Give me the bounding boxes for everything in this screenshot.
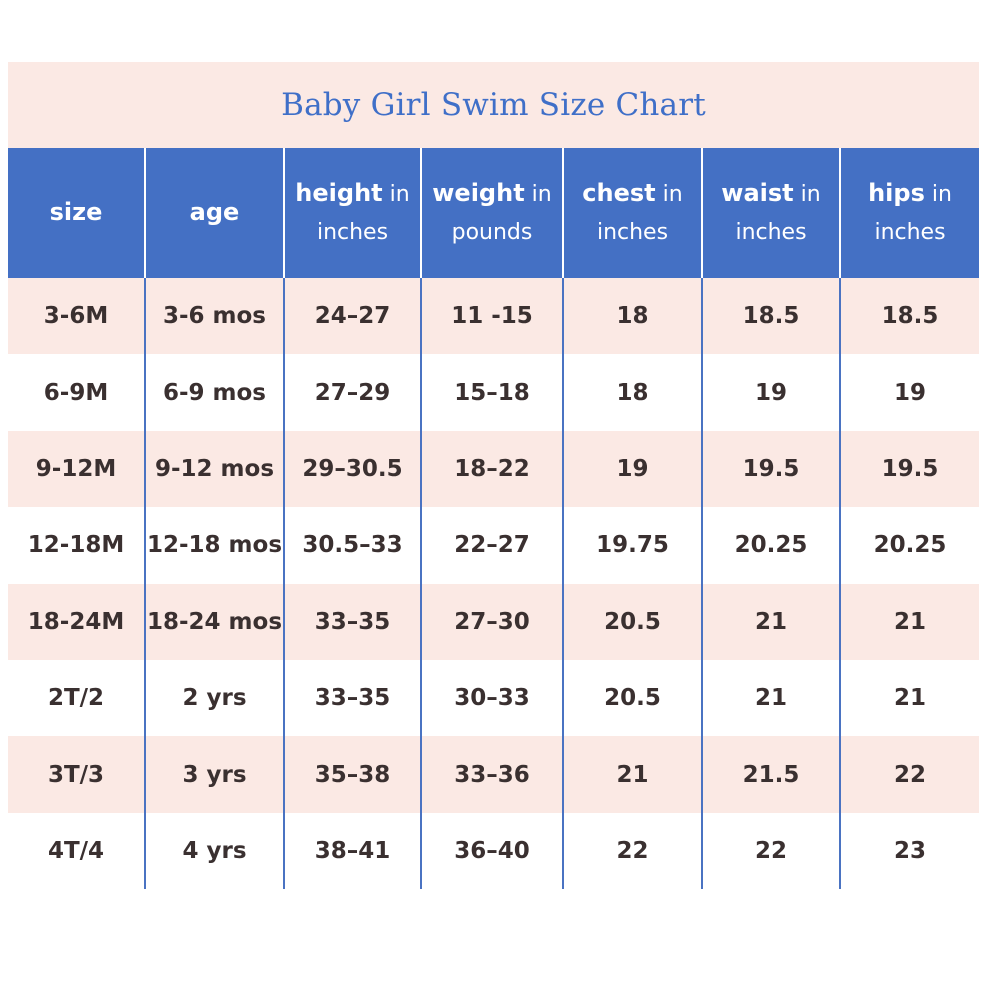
cell-weight: 15–18 <box>420 354 563 431</box>
cell-waist: 18.5 <box>701 278 840 355</box>
cell-waist: 21 <box>701 583 840 660</box>
size-table: size age height in inches weight in pounds che… <box>8 148 979 889</box>
header-unit: pounds <box>451 220 533 245</box>
header-label: height <box>295 179 383 207</box>
header-unit-prefix: in <box>382 182 410 207</box>
table-row: 2T/2 2 yrs 33–35 30–33 20.5 21 21 <box>8 659 979 737</box>
table-row: 9-12M 9-12 mos 29–30.5 18–22 19 19.5 19.5 <box>8 430 979 508</box>
cell-weight: 11 -15 <box>420 278 563 355</box>
cell-size: 18-24M <box>8 583 145 660</box>
cell-chest: 22 <box>562 812 702 889</box>
cell-age: 3 yrs <box>144 736 284 813</box>
cell-age: 12-18 mos <box>144 507 284 584</box>
cell-hips: 19.5 <box>839 430 979 508</box>
header-unit-prefix: in <box>655 182 683 207</box>
cell-weight: 30–33 <box>420 659 563 737</box>
cell-hips: 21 <box>839 659 979 737</box>
header-unit: inches <box>316 220 389 245</box>
cell-weight: 33–36 <box>420 736 563 813</box>
cell-height: 27–29 <box>283 354 421 431</box>
header-hips: hips in inches <box>839 148 979 278</box>
cell-chest: 20.5 <box>562 583 702 660</box>
cell-size: 3T/3 <box>8 736 145 813</box>
cell-weight: 22–27 <box>420 507 563 584</box>
cell-height: 35–38 <box>283 736 421 813</box>
cell-size: 12-18M <box>8 507 145 584</box>
cell-hips: 19 <box>839 354 979 431</box>
header-label: size <box>49 198 103 226</box>
header-unit: inches <box>596 220 669 245</box>
cell-chest: 18 <box>562 278 702 355</box>
cell-height: 29–30.5 <box>283 430 421 508</box>
header-label: weight <box>432 179 525 207</box>
cell-waist: 19.5 <box>701 430 840 508</box>
header-row: size age height in inches weight in pounds che… <box>8 148 979 278</box>
cell-chest: 20.5 <box>562 659 702 737</box>
cell-chest: 21 <box>562 736 702 813</box>
cell-height: 30.5–33 <box>283 507 421 584</box>
cell-chest: 18 <box>562 354 702 431</box>
cell-height: 33–35 <box>283 659 421 737</box>
cell-age: 9-12 mos <box>144 430 284 508</box>
cell-weight: 18–22 <box>420 430 563 508</box>
header-unit-prefix: in <box>924 182 952 207</box>
cell-age: 18-24 mos <box>144 583 284 660</box>
cell-size: 2T/2 <box>8 659 145 737</box>
table-row: 3-6M 3-6 mos 24–27 11 -15 18 18.5 18.5 <box>8 278 979 355</box>
cell-height: 24–27 <box>283 278 421 355</box>
header-chest: chest in inches <box>562 148 702 278</box>
cell-waist: 21.5 <box>701 736 840 813</box>
header-label: hips <box>868 179 925 207</box>
cell-hips: 21 <box>839 583 979 660</box>
cell-height: 38–41 <box>283 812 421 889</box>
table-row: 6-9M 6-9 mos 27–29 15–18 18 19 19 <box>8 354 979 431</box>
chart-title: Baby Girl Swim Size Chart <box>281 87 706 123</box>
table-body: 3-6M 3-6 mos 24–27 11 -15 18 18.5 18.5 6-9M 6-9 … <box>8 278 979 889</box>
header-unit-prefix: in <box>524 182 552 207</box>
header-unit: inches <box>735 220 807 245</box>
cell-hips: 22 <box>839 736 979 813</box>
cell-chest: 19 <box>562 430 702 508</box>
cell-age: 4 yrs <box>144 812 284 889</box>
cell-chest: 19.75 <box>562 507 702 584</box>
header-height: height in inches <box>283 148 421 278</box>
cell-hips: 20.25 <box>839 507 979 584</box>
header-size: size <box>8 148 145 278</box>
title-bar: Baby Girl Swim Size Chart <box>8 62 979 148</box>
cell-age: 3-6 mos <box>144 278 284 355</box>
header-weight: weight in pounds <box>420 148 563 278</box>
table-row: 18-24M 18-24 mos 33–35 27–30 20.5 21 21 <box>8 583 979 660</box>
table-row: 3T/3 3 yrs 35–38 33–36 21 21.5 22 <box>8 736 979 813</box>
header-label: chest <box>582 179 656 207</box>
cell-size: 9-12M <box>8 430 145 508</box>
cell-weight: 27–30 <box>420 583 563 660</box>
table-row: 4T/4 4 yrs 38–41 36–40 22 22 23 <box>8 812 979 889</box>
cell-height: 33–35 <box>283 583 421 660</box>
cell-size: 6-9M <box>8 354 145 431</box>
cell-waist: 20.25 <box>701 507 840 584</box>
size-chart: Baby Girl Swim Size Chart size age height … <box>8 62 979 889</box>
header-waist: waist in inches <box>701 148 840 278</box>
cell-size: 4T/4 <box>8 812 145 889</box>
cell-waist: 22 <box>701 812 840 889</box>
cell-weight: 36–40 <box>420 812 563 889</box>
table-row: 12-18M 12-18 mos 30.5–33 22–27 19.75 20.25 20.… <box>8 507 979 584</box>
header-unit: inches <box>874 220 946 245</box>
cell-size: 3-6M <box>8 278 145 355</box>
cell-hips: 23 <box>839 812 979 889</box>
header-unit-prefix: in <box>793 182 821 207</box>
cell-waist: 19 <box>701 354 840 431</box>
header-label: age <box>189 198 240 226</box>
cell-waist: 21 <box>701 659 840 737</box>
cell-age: 6-9 mos <box>144 354 284 431</box>
cell-age: 2 yrs <box>144 659 284 737</box>
header-label: waist <box>721 179 794 207</box>
cell-hips: 18.5 <box>839 278 979 355</box>
header-age: age <box>144 148 284 278</box>
